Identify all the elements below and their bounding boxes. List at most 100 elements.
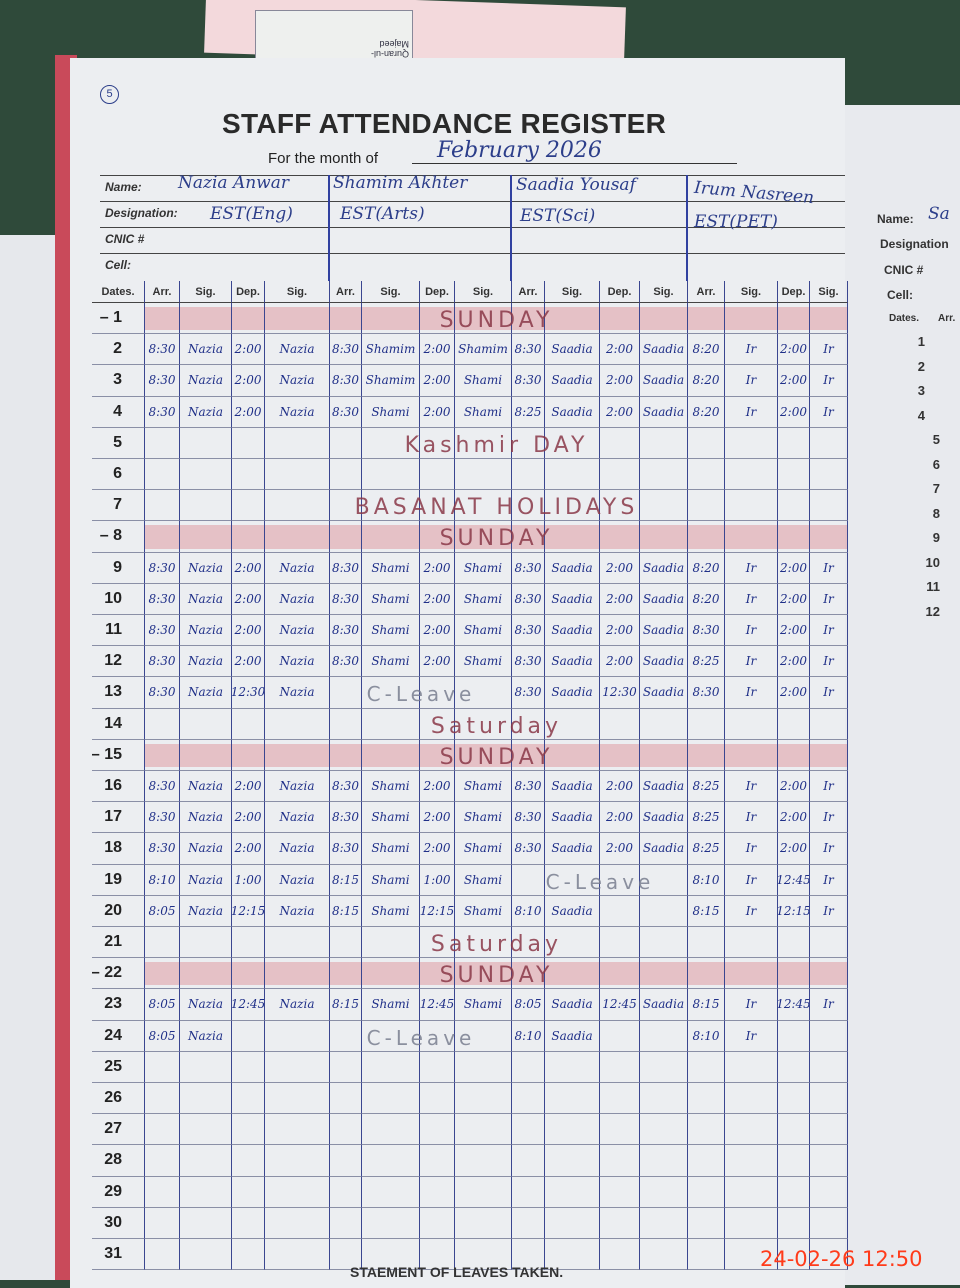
time-entry: 8:30 (512, 365, 545, 397)
signature-entry: Saadia (640, 989, 688, 1021)
signature-entry (455, 490, 512, 522)
signature-entry: Shami (455, 365, 512, 397)
signature-entry (180, 459, 232, 491)
signature-entry: Nazia (265, 365, 330, 397)
time-entry (512, 1145, 545, 1177)
signature-entry: Saadia (545, 1020, 600, 1052)
time-entry (420, 1083, 455, 1115)
time-entry: 8:05 (145, 989, 180, 1021)
signature-entry: Saadia (545, 771, 600, 803)
signature-entry: Saadia (545, 646, 600, 678)
signature-entry (640, 1207, 688, 1239)
time-entry: 2:00 (420, 771, 455, 803)
signature-entry (810, 1176, 848, 1208)
signature-entry (545, 927, 600, 959)
time-entry (232, 303, 265, 335)
month-label: For the month of (268, 150, 379, 167)
time-entry (600, 459, 640, 491)
signature-entry: Ir (725, 833, 778, 865)
time-entry: 12:45 (778, 989, 810, 1021)
signature-entry: Nazia (180, 396, 232, 428)
time-entry: 12:30 (232, 677, 265, 709)
time-entry (232, 459, 265, 491)
time-entry: 12:15 (232, 895, 265, 927)
time-entry (688, 521, 725, 553)
rp-name-value: Sa (928, 204, 950, 224)
time-entry (600, 1207, 640, 1239)
time-entry: 2:00 (232, 771, 265, 803)
signature-entry: Shami (455, 583, 512, 615)
signature-entry: Ir (725, 365, 778, 397)
signature-entry: Shami (455, 771, 512, 803)
holiday-note: Saturday (430, 713, 563, 739)
signature-entry (640, 958, 688, 990)
time-entry: 12:30 (600, 677, 640, 709)
time-entry (420, 459, 455, 491)
signature-entry (725, 958, 778, 990)
signature-entry (640, 303, 688, 335)
designation-label: Designation: (105, 206, 178, 220)
signature-entry: Ir (810, 396, 848, 428)
time-entry (145, 1176, 180, 1208)
time-entry: 8:30 (145, 396, 180, 428)
time-entry (420, 1239, 455, 1271)
signature-entry (545, 864, 600, 896)
time-entry: 2:00 (600, 802, 640, 834)
signature-entry (265, 927, 330, 959)
signature-entry (455, 521, 512, 553)
time-entry: 2:00 (778, 771, 810, 803)
previous-page (0, 235, 60, 1280)
signature-entry (180, 1051, 232, 1083)
row-date: 26 (92, 1083, 145, 1115)
staff-name: Shamim Akhter (333, 173, 468, 193)
signature-entry (725, 1176, 778, 1208)
signature-entry: Shami (455, 615, 512, 647)
time-entry: 8:15 (688, 989, 725, 1021)
time-entry (512, 958, 545, 990)
signature-entry (362, 677, 420, 709)
signature-entry: Shami (362, 646, 420, 678)
time-entry: 2:00 (600, 365, 640, 397)
column-header: Dep. (778, 281, 810, 303)
signature-entry (362, 303, 420, 335)
time-entry (330, 927, 362, 959)
signature-entry (362, 1239, 420, 1271)
signature-entry: Nazia (265, 771, 330, 803)
time-entry (232, 1145, 265, 1177)
column-header: Dep. (420, 281, 455, 303)
column-header: Sig. (362, 281, 420, 303)
time-entry (778, 1207, 810, 1239)
time-entry: 8:10 (688, 864, 725, 896)
signature-entry: Nazia (180, 771, 232, 803)
time-entry (232, 1176, 265, 1208)
row-date: 27 (92, 1114, 145, 1146)
time-entry (232, 490, 265, 522)
time-entry: 8:15 (688, 895, 725, 927)
rp-cnic-label: CNIC # (884, 263, 924, 277)
signature-entry: Nazia (180, 989, 232, 1021)
column-header: Sig. (545, 281, 600, 303)
time-entry (512, 1207, 545, 1239)
row-date: – 15 (92, 739, 145, 771)
time-entry (232, 1207, 265, 1239)
row-date: 23 (92, 989, 145, 1021)
time-entry (420, 708, 455, 740)
signature-entry: Shami (455, 646, 512, 678)
cnic-label: CNIC # (105, 232, 145, 246)
signature-entry (545, 1083, 600, 1115)
signature-entry (180, 958, 232, 990)
time-entry: 8:30 (512, 677, 545, 709)
time-entry (778, 927, 810, 959)
cnic-row: CNIC # (100, 227, 845, 254)
time-entry (330, 708, 362, 740)
time-entry: 8:25 (512, 396, 545, 428)
signature-entry (265, 1020, 330, 1052)
time-entry (330, 1114, 362, 1146)
time-entry (778, 303, 810, 335)
sunday-highlight (145, 307, 848, 331)
staff-designation: EST(Arts) (340, 204, 425, 224)
rp-row-date: 8 (932, 505, 940, 521)
signature-entry: Ir (810, 895, 848, 927)
time-entry (232, 739, 265, 771)
row-date: 21 (92, 927, 145, 959)
